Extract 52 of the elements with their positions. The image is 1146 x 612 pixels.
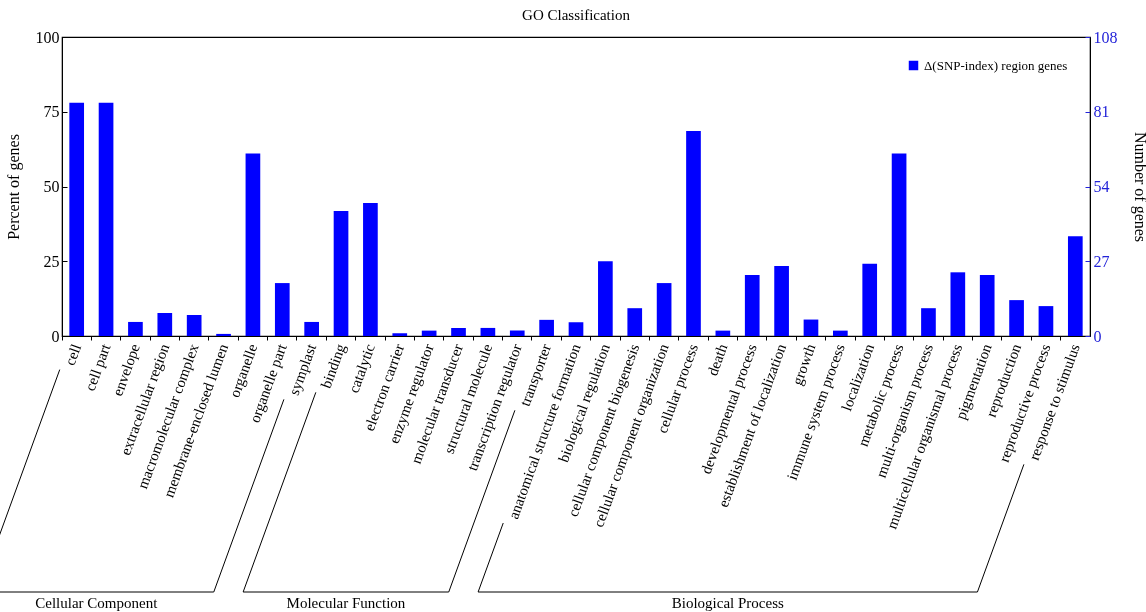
text: Cellular Component [35,595,159,611]
y-tick-label: 75 [43,103,60,121]
bar [598,261,613,336]
bar [304,321,319,336]
bar [921,308,936,336]
bar [891,153,907,336]
bar [1038,306,1054,336]
bar [69,102,85,336]
y2-tick-label: 81 [1093,103,1110,121]
text: Biological Process [671,595,784,611]
x-tick-label: growth [788,341,819,388]
bar [128,321,143,336]
bar [539,319,554,336]
bar [862,263,878,336]
bar [744,275,760,336]
y2-tick-label: 54 [1093,178,1110,195]
bar [803,319,819,336]
bar [98,102,114,336]
bar [950,272,966,336]
bar [979,275,995,336]
bar [627,308,643,336]
bar [392,333,408,336]
legend-label: Δ(SNP-index) region genes [924,57,1068,73]
y-tick-label: 0 [51,327,60,345]
bar [216,333,231,336]
bar [451,327,466,336]
bar [245,153,261,336]
bar [274,283,290,336]
chart-title: GO Classification [522,7,631,23]
bar [656,283,672,336]
bar [1067,236,1083,336]
bar [480,327,496,336]
bar [186,315,202,336]
bar [1009,300,1024,336]
bar [363,202,378,336]
bar [774,266,789,336]
bar [157,312,173,336]
y-tick-label: 25 [43,252,60,270]
x-tick-label: death [704,341,731,378]
text: Molecular Function [286,595,406,611]
bar [833,330,848,336]
y-tick-label: 100 [35,28,60,46]
bar [568,322,584,336]
bar [509,330,525,336]
y2-tick-label: 0 [1093,327,1102,345]
y-tick-label: 50 [43,178,60,195]
bar [686,130,701,336]
y2-axis-title: Number of genes [1130,131,1146,243]
bar [333,211,349,336]
y2-tick-label: 108 [1093,28,1118,46]
y-axis-title: Percent of genes [4,134,23,240]
y2-tick-label: 27 [1093,252,1110,270]
